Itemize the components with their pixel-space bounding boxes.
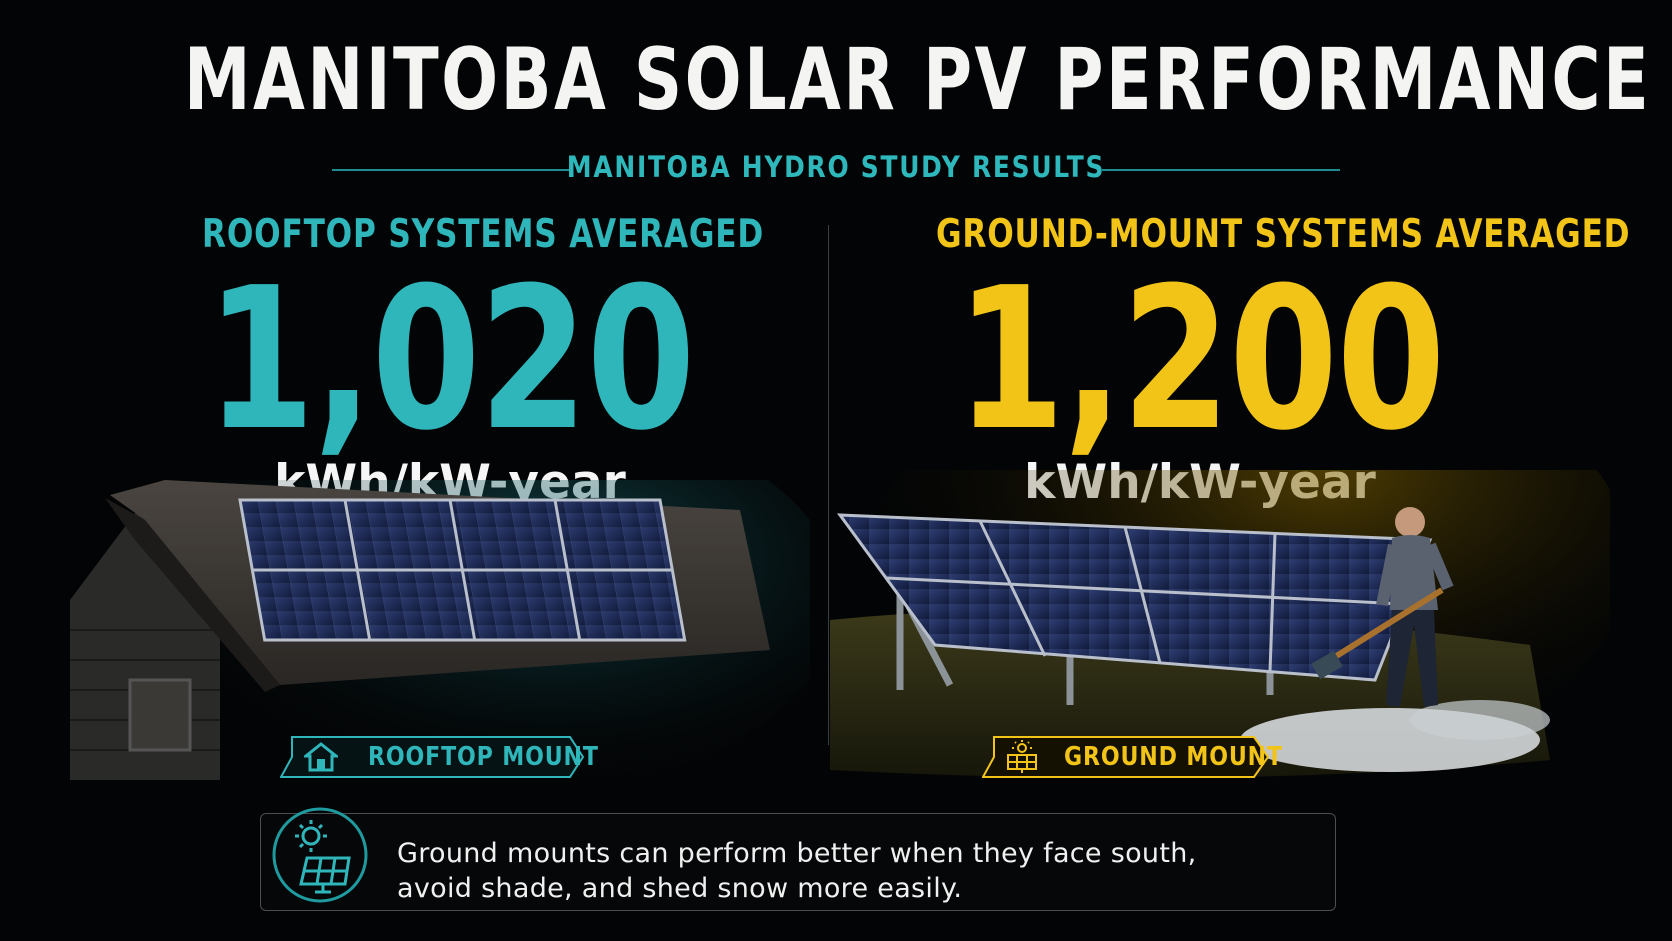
solar-panel-sun-icon: [1007, 740, 1037, 773]
note-text: Ground mounts can perform better when th…: [397, 836, 1197, 906]
ground-mount-solar-illustration: [830, 470, 1610, 780]
subtitle-rule-left: [332, 169, 572, 171]
rooftop-value: 1,020: [206, 246, 696, 474]
column-divider: [828, 225, 829, 745]
ground-heading: GROUND-MOUNT SYSTEMS AVERAGED: [936, 212, 1631, 257]
subtitle-rule-right: [1102, 169, 1340, 171]
ground-mount-tag: GROUND MOUNT: [982, 736, 1282, 778]
rooftop-mount-label: ROOFTOP MOUNT: [368, 742, 599, 772]
rooftop-heading: ROOFTOP SYSTEMS AVERAGED: [202, 212, 765, 257]
note-line-1: Ground mounts can perform better when th…: [397, 838, 1197, 869]
rooftop-mount-tag: ROOFTOP MOUNT: [280, 736, 598, 778]
note-box: Ground mounts can perform better when th…: [260, 807, 1336, 911]
sun-solar-panel-icon: [272, 807, 368, 903]
note-line-2: avoid shade, and shed snow more easily.: [397, 873, 963, 904]
house-icon: [304, 742, 338, 772]
ground-mount-label: GROUND MOUNT: [1064, 742, 1283, 772]
page-title: MANITOBA SOLAR PV PERFORMANCE: [183, 30, 1652, 130]
person-shoveling-snow: [1311, 507, 1454, 707]
subtitle: MANITOBA HYDRO STUDY RESULTS: [566, 150, 1106, 184]
ground-value: 1,200: [956, 246, 1446, 474]
rooftop-solar-illustration: [70, 480, 810, 780]
